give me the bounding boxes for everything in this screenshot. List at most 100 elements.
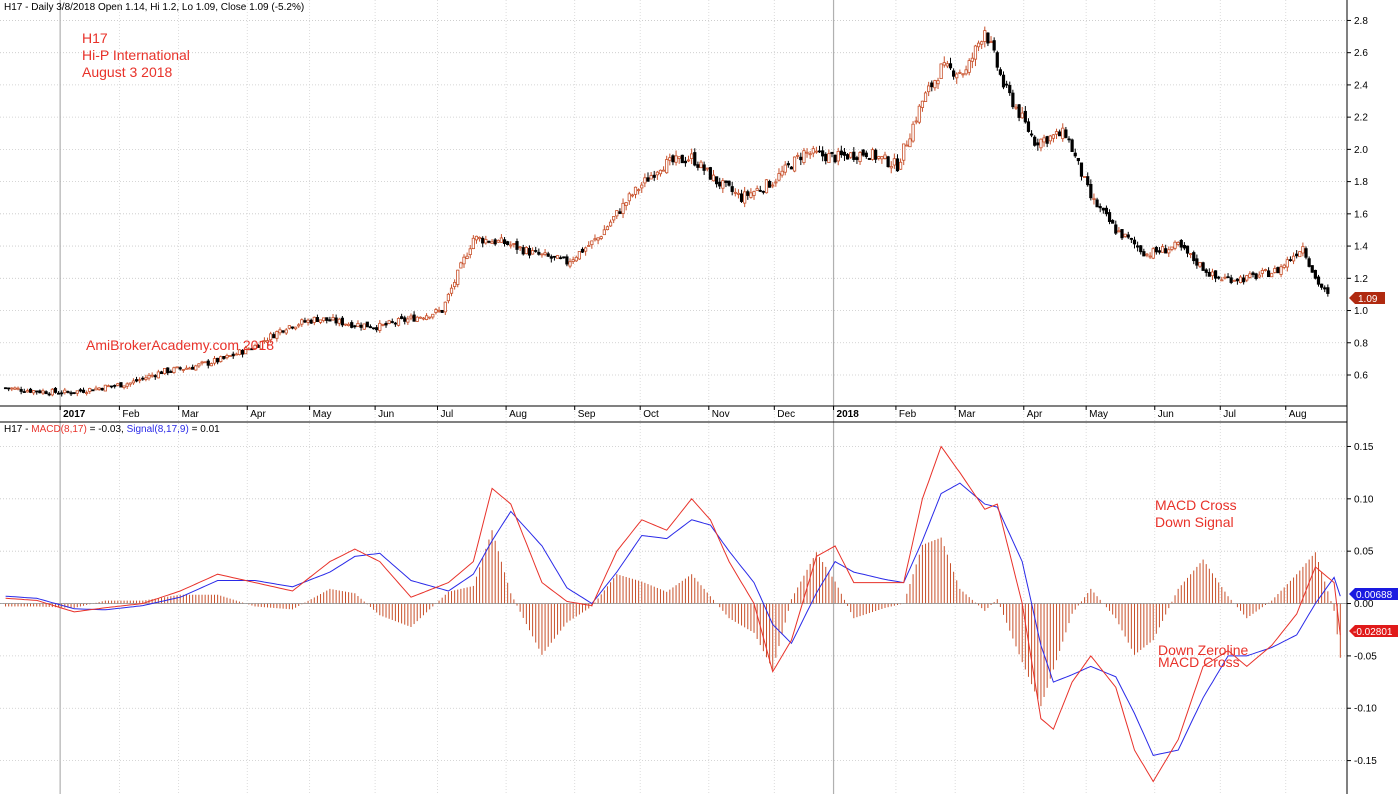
candle-body <box>109 385 114 388</box>
candle-body <box>783 164 787 173</box>
candle-body <box>552 255 557 258</box>
candle-body <box>983 30 987 42</box>
candle-body <box>378 322 382 331</box>
candle-body <box>995 52 999 68</box>
price-tick-label: 1.4 <box>1354 242 1368 253</box>
candle-body <box>976 42 981 48</box>
candle-body <box>908 138 912 148</box>
candle-body <box>827 153 831 164</box>
candle-body <box>1136 245 1140 248</box>
candle-body <box>1064 129 1068 138</box>
macd-header: H17 - MACD(8,17) = -0.03, Signal(8,17,9)… <box>4 424 220 435</box>
candle-body <box>7 387 11 390</box>
candle-body <box>555 255 560 259</box>
candle-body <box>406 318 410 323</box>
macd-legend-name: MACD(8,17) <box>31 424 87 435</box>
candle-body <box>905 144 909 147</box>
candle-body <box>1245 275 1249 281</box>
candle-body <box>449 287 454 294</box>
candle-body <box>584 247 588 252</box>
cross-signal-line2: Down Signal <box>1155 514 1234 530</box>
candle-body <box>1182 244 1186 249</box>
cross-zero-line2: Down Zeroline <box>1158 642 1248 658</box>
candle-body <box>1142 251 1146 257</box>
candle-body <box>97 387 101 390</box>
date-tick-label: May <box>1089 409 1108 420</box>
macd-y-axis: 0.15 0.10 0.05 0.00 -0.05 -0.10 -0.15 <box>1347 442 1377 767</box>
candle-body <box>247 348 251 351</box>
date-tick-label: Apr <box>250 409 266 420</box>
candle-body <box>870 149 875 160</box>
price-tick-label: 1.6 <box>1354 209 1368 220</box>
candle-body <box>468 248 472 255</box>
candle-body <box>465 255 469 259</box>
candle-body <box>44 391 48 395</box>
candle-body <box>683 160 688 164</box>
candle-body <box>964 69 968 75</box>
candle-body <box>911 123 915 142</box>
candle-body <box>262 340 267 343</box>
watermark-label: AmiBrokerAcademy.com 2018 <box>86 337 274 353</box>
candle-body <box>665 159 669 174</box>
candle-body <box>362 323 366 330</box>
candle-body <box>1195 258 1199 266</box>
candle-body <box>637 189 641 192</box>
candle-body <box>1260 270 1264 274</box>
candle-body <box>1026 121 1031 132</box>
candle-body <box>1291 255 1296 262</box>
candle-body <box>986 32 990 44</box>
candle-body <box>786 163 790 166</box>
candle-body <box>749 192 753 198</box>
candle-body <box>331 317 335 321</box>
candle-body <box>1304 248 1308 258</box>
candle-body <box>178 367 182 370</box>
candle-body <box>615 210 619 217</box>
candle-body <box>13 387 17 390</box>
date-tick-label: Jul <box>440 409 453 420</box>
candle-body <box>1129 237 1133 240</box>
candle-body <box>222 356 226 359</box>
candle-body <box>19 389 23 392</box>
candle-body <box>1054 131 1059 135</box>
candle-body <box>593 238 597 241</box>
candle-body <box>187 367 192 370</box>
date-tick-label: Oct <box>643 409 659 420</box>
candle-body <box>608 221 613 227</box>
candle-body <box>462 256 466 265</box>
candle-body <box>780 170 784 176</box>
candle-body <box>1192 252 1196 262</box>
candle-body <box>886 156 890 168</box>
candle-body <box>106 385 111 388</box>
candle-body <box>618 211 622 214</box>
candle-body <box>181 369 185 371</box>
candle-body <box>1014 106 1018 109</box>
candle-body <box>867 157 872 160</box>
candle-body <box>927 85 931 93</box>
candle-body <box>1223 276 1227 279</box>
candle-body <box>1114 224 1118 234</box>
price-tick-label: 1.2 <box>1354 274 1368 285</box>
candle-body <box>322 317 326 321</box>
candle-body <box>1238 276 1243 284</box>
candle-body <box>933 80 937 89</box>
candle-body <box>549 256 553 259</box>
candle-body <box>487 240 491 243</box>
candle-body <box>686 159 691 162</box>
candle-body <box>1207 271 1211 277</box>
candle-body <box>1213 270 1218 279</box>
candle-body <box>537 251 541 255</box>
candle-body <box>699 161 703 169</box>
candle-body <box>1104 207 1109 215</box>
candle-body <box>796 154 800 157</box>
candle-body <box>353 325 357 328</box>
candle-body <box>743 191 747 204</box>
candle-body <box>203 361 207 364</box>
candle-body <box>518 246 522 249</box>
price-tick-label: 1.0 <box>1354 306 1368 317</box>
candle-body <box>830 151 834 154</box>
candle-body <box>805 151 809 154</box>
candle-body <box>515 241 519 250</box>
candle-body <box>496 239 500 243</box>
candle-body <box>484 239 488 244</box>
price-tick-label: 0.6 <box>1354 370 1368 381</box>
